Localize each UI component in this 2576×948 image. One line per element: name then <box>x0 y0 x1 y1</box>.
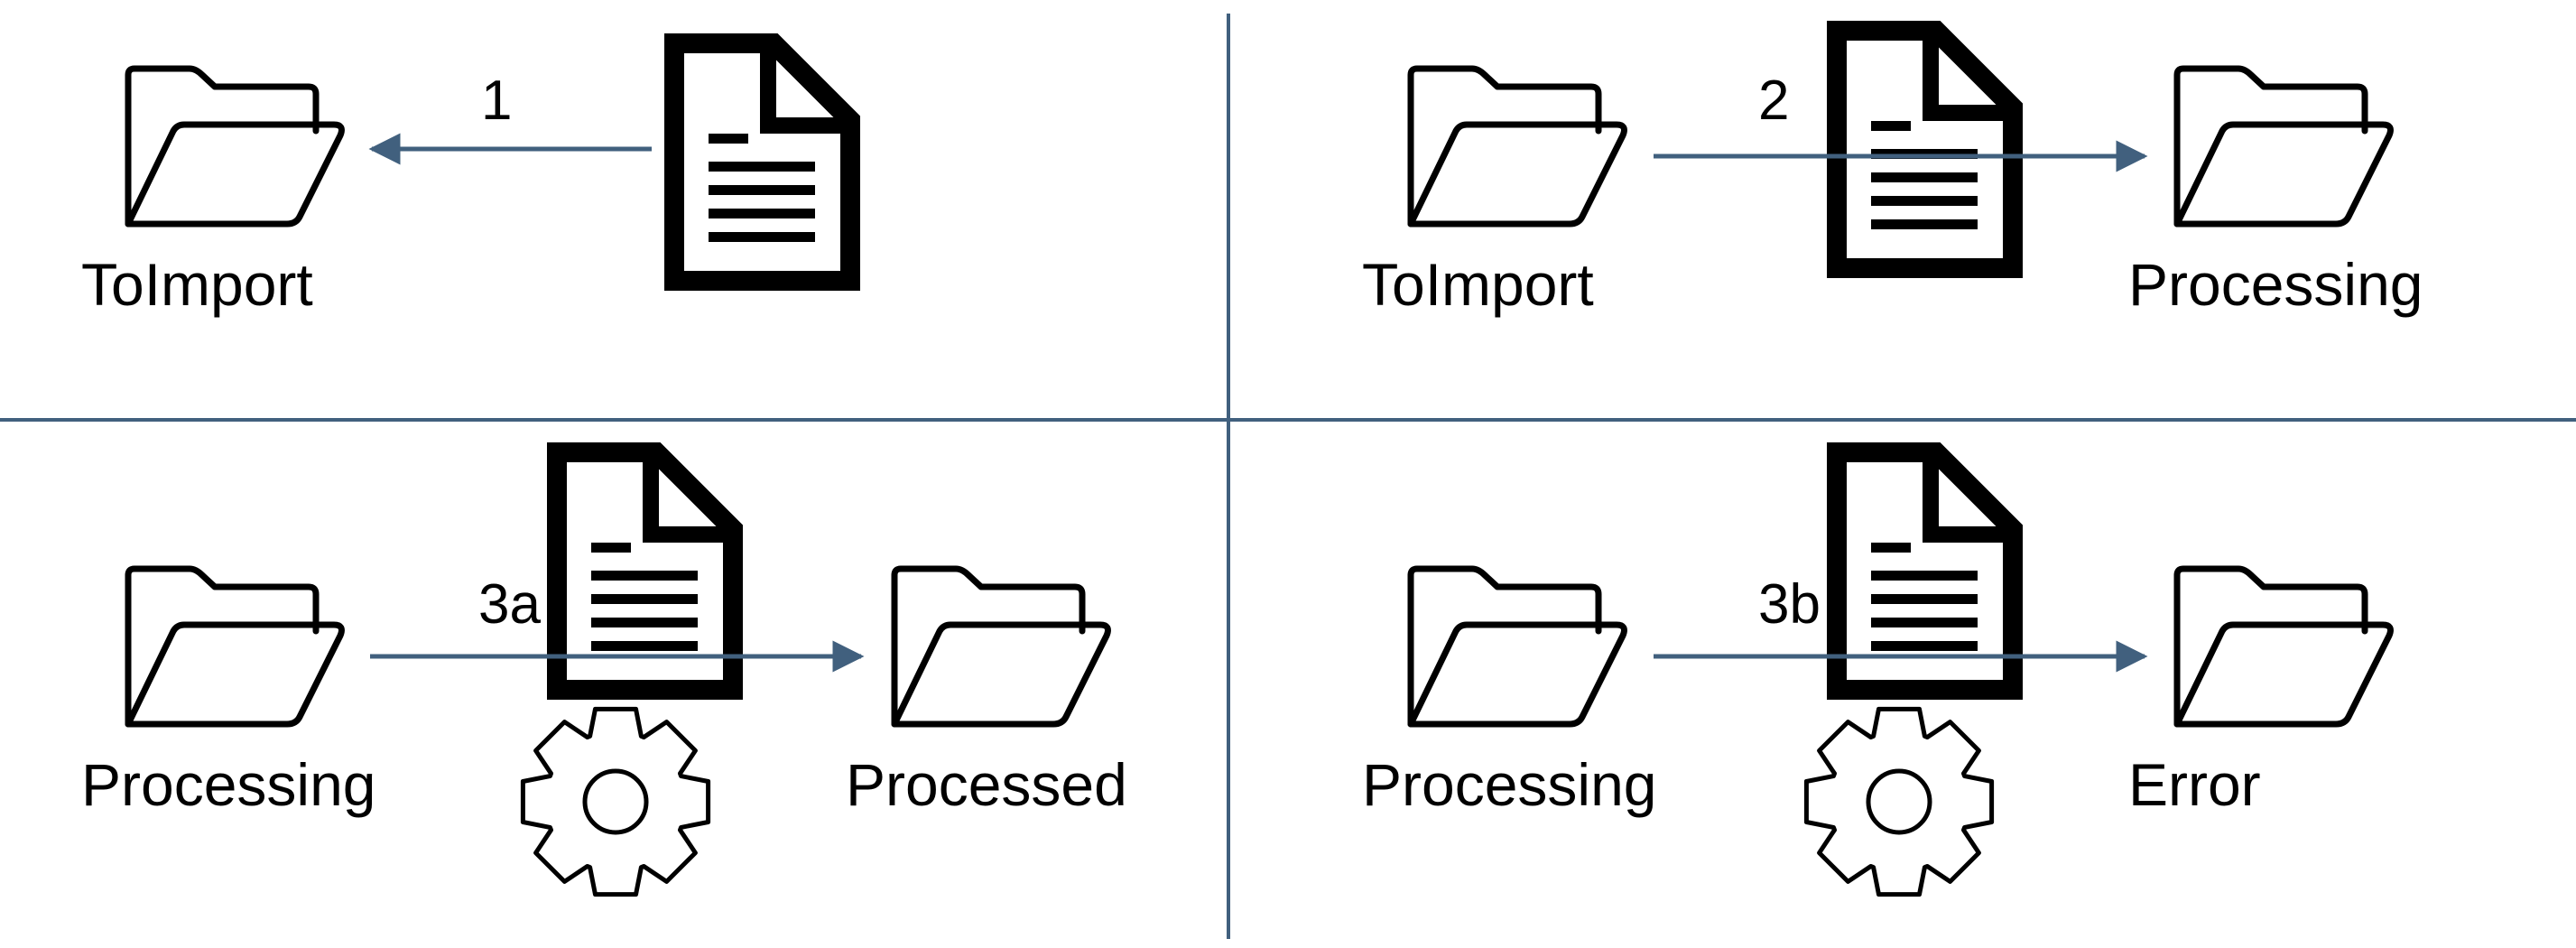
folder-icon <box>2177 569 2390 724</box>
panel-step-2: ToImport Processing 2 <box>1362 31 2423 318</box>
folder-label-toimport: ToImport <box>81 251 313 318</box>
gear-icon <box>520 706 711 897</box>
document-icon <box>1837 31 2013 268</box>
folder-icon <box>128 569 341 724</box>
folder-label-processing: Processing <box>1362 751 1657 818</box>
folder-label-processing: Processing <box>2128 251 2423 318</box>
folder-icon <box>1411 69 1624 224</box>
folder-icon <box>2177 69 2390 224</box>
step-label-3b: 3b <box>1758 573 1821 636</box>
folder-label-processed: Processed <box>846 751 1127 818</box>
step-label-1: 1 <box>481 70 512 132</box>
step-label-3a: 3a <box>478 573 541 636</box>
panel-step-3b: Processing Error 3b <box>1362 452 2390 897</box>
step-label-2: 2 <box>1758 70 1789 132</box>
folder-icon <box>1411 569 1624 724</box>
gear-icon <box>1803 706 1995 897</box>
folder-icon <box>894 569 1107 724</box>
panel-step-3a: Processing Processed 3a <box>81 452 1127 897</box>
folder-label-error: Error <box>2128 751 2261 818</box>
document-icon <box>674 43 850 281</box>
folder-label-toimport: ToImport <box>1362 251 1594 318</box>
panel-step-1: ToImport 1 <box>81 43 850 318</box>
folder-icon <box>128 69 341 224</box>
folder-label-processing: Processing <box>81 751 376 818</box>
